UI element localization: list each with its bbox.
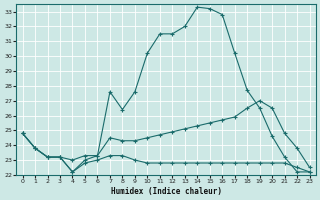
X-axis label: Humidex (Indice chaleur): Humidex (Indice chaleur) bbox=[111, 187, 221, 196]
